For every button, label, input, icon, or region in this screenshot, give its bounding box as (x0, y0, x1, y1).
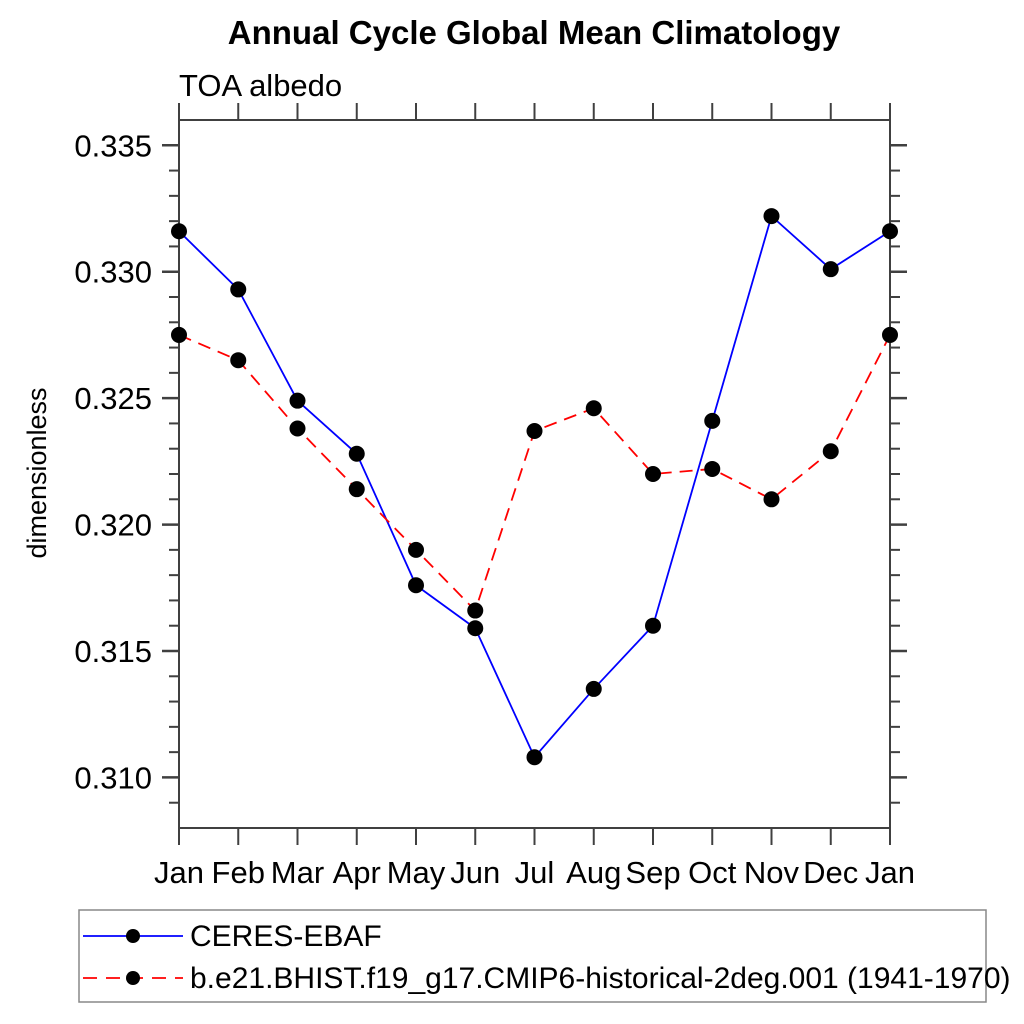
data-point-marker (645, 466, 661, 482)
legend: CERES-EBAF b.e21.BHIST.f19_g17.CMIP6-his… (78, 909, 1011, 1003)
data-point-marker (526, 749, 543, 766)
x-tick-label: Mar (271, 855, 324, 890)
x-tick-label: Sep (625, 855, 680, 890)
data-point-marker (171, 326, 187, 343)
data-point-marker (704, 412, 721, 429)
legend-box (78, 909, 987, 1003)
legend-marker-dot (126, 929, 140, 943)
data-point-marker (763, 491, 780, 508)
data-point-marker (230, 281, 247, 298)
series-line-ceres-ebaf (178, 214, 891, 759)
legend-label-ceres-ebaf: CERES-EBAF (190, 920, 382, 953)
y-tick-label: 0.335 (74, 128, 152, 163)
legend-entry-model: b.e21.BHIST.f19_g17.CMIP6-historical-2de… (83, 962, 1011, 995)
data-point-marker (171, 223, 187, 240)
data-point-marker (408, 577, 424, 594)
series-line-model (178, 334, 891, 613)
legend-entry-ceres-ebaf: CERES-EBAF (83, 920, 382, 953)
y-tick-label: 0.310 (74, 760, 152, 795)
data-point-marker (882, 326, 898, 343)
data-point-marker (348, 445, 365, 462)
data-point-marker (822, 261, 839, 278)
data-point-marker (289, 420, 306, 437)
y-tick-label: 0.320 (74, 508, 152, 543)
data-point-marker (467, 620, 484, 637)
x-tick-label: Dec (803, 855, 858, 890)
x-tick-label: Jan (154, 855, 204, 890)
data-point-marker (763, 208, 780, 225)
data-point-marker (585, 680, 602, 697)
data-point-marker (822, 443, 839, 460)
x-tick-label: Feb (212, 855, 265, 890)
x-tick-label: Aug (566, 855, 621, 890)
legend-label-model: b.e21.BHIST.f19_g17.CMIP6-historical-2de… (190, 962, 1011, 995)
x-tick-label: Jan (865, 855, 915, 890)
data-point-marker (230, 352, 247, 369)
legend-marker-dot (126, 971, 140, 985)
x-tick-label: Jun (450, 855, 500, 890)
data-point-marker (645, 617, 661, 634)
chart-title: Annual Cycle Global Mean Climatology (228, 14, 841, 51)
y-tick-label: 0.330 (74, 255, 152, 290)
data-point-marker (526, 423, 543, 440)
data-point-marker (704, 460, 721, 477)
x-tick-label: Oct (688, 855, 737, 890)
y-tick-label: 0.325 (74, 381, 152, 416)
data-point-marker (348, 481, 365, 498)
x-tick-label: Apr (333, 855, 381, 890)
chart-subtitle: TOA albedo (179, 68, 342, 103)
y-axis-title: dimensionless (22, 387, 52, 558)
y-tick-label: 0.315 (74, 634, 152, 669)
x-tick-label: Jul (515, 855, 555, 890)
x-tick-label: May (387, 855, 446, 890)
data-point-marker (882, 223, 898, 240)
data-point-marker (408, 541, 424, 558)
data-point-marker (289, 392, 306, 409)
x-tick-label: Nov (744, 855, 800, 890)
data-point-marker (467, 602, 484, 619)
data-point-marker (585, 400, 602, 417)
